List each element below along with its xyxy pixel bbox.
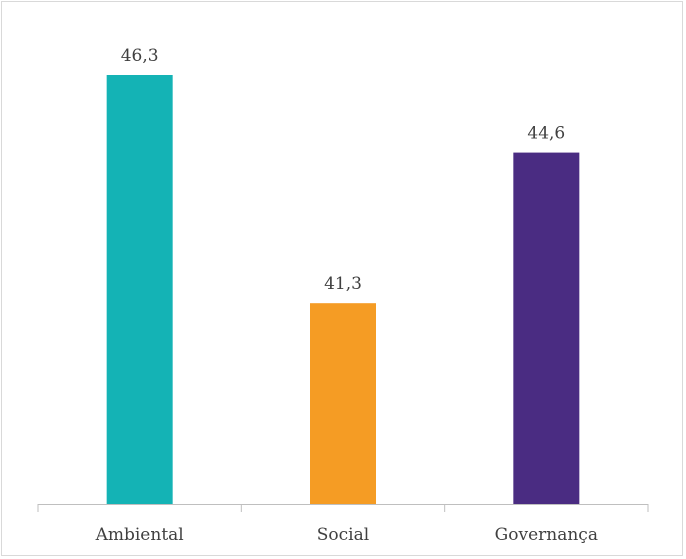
value-label-1: 41,3 xyxy=(324,274,362,294)
bars-group xyxy=(106,75,580,504)
x-axis xyxy=(37,504,649,512)
bar-0 xyxy=(106,75,173,504)
category-label-2: Governança xyxy=(495,525,598,545)
value-labels-group: 46,3 41,3 44,6 xyxy=(121,46,566,294)
bar-2 xyxy=(513,152,580,504)
category-label-0: Ambiental xyxy=(95,525,184,545)
category-label-1: Social xyxy=(317,525,369,545)
category-labels-group: Ambiental Social Governança xyxy=(95,525,598,545)
value-label-0: 46,3 xyxy=(121,46,159,66)
value-label-2: 44,6 xyxy=(527,124,565,144)
bar-1 xyxy=(310,303,376,504)
